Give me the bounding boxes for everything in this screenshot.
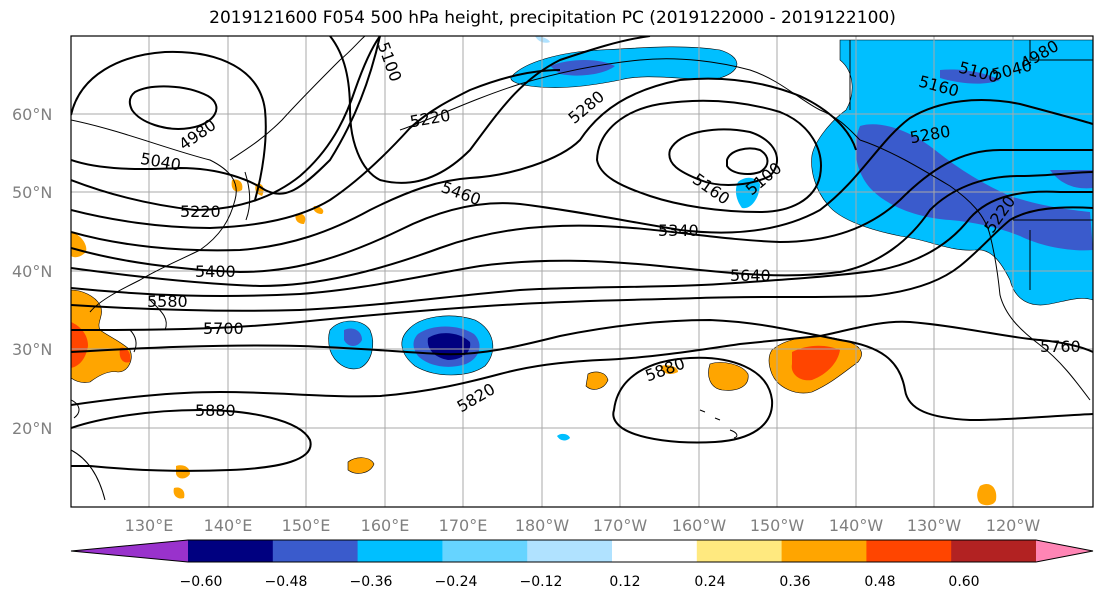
height-contours xyxy=(71,36,1093,472)
colorbar-segment xyxy=(71,540,188,562)
colorbar-tick-label: 0.48 xyxy=(864,574,895,590)
colorbar-tick-label: −0.36 xyxy=(350,574,393,590)
contour-label: 5340 xyxy=(658,221,699,240)
colorbar-tick-label: −0.48 xyxy=(265,574,308,590)
contour-label: 5880 xyxy=(195,401,236,420)
colorbar-tick-label: −0.12 xyxy=(520,574,563,590)
contour-label: 5220 xyxy=(180,202,221,221)
colorbar-segment xyxy=(357,540,443,562)
lon-label: 160°W xyxy=(672,516,727,535)
colorbar-segment xyxy=(1036,540,1093,562)
precip-positive-shading xyxy=(71,179,997,506)
lat-label: 40°N xyxy=(12,262,52,281)
lon-label: 150°W xyxy=(750,516,805,535)
contour-label: 5760 xyxy=(1040,337,1081,356)
colorbar-tick-label: 0.60 xyxy=(948,574,979,590)
colorbar-tick-label: −0.24 xyxy=(435,574,478,590)
lon-label: 180°W xyxy=(515,516,570,535)
contour-label: 5640 xyxy=(730,266,771,285)
colorbar-tick-label: 0.24 xyxy=(694,574,725,590)
coastlines xyxy=(71,36,1093,501)
colorbar-segment xyxy=(951,540,1037,562)
map-title: 2019121600 F054 500 hPa height, precipit… xyxy=(209,8,896,28)
lon-label: 150°E xyxy=(282,516,331,535)
contour-label: 5400 xyxy=(195,262,236,281)
colorbar-segment xyxy=(866,540,952,562)
lon-tick-labels: 130°E 140°E 150°E 160°E 170°E 180°W 170°… xyxy=(125,516,1041,535)
lon-label: 130°E xyxy=(125,516,174,535)
contour-label: 5700 xyxy=(203,319,244,338)
colorbar-segment xyxy=(781,540,867,562)
lon-label: 160°E xyxy=(361,516,410,535)
lat-label: 20°N xyxy=(12,419,52,438)
colorbar-segment xyxy=(612,540,698,562)
colorbar-segment xyxy=(696,540,783,562)
colorbar-tick-label: 0.36 xyxy=(779,574,810,590)
lat-label: 30°N xyxy=(12,340,52,359)
lon-label: 170°W xyxy=(593,516,648,535)
colorbar-outline xyxy=(70,539,1094,563)
lat-tick-labels: 60°N 50°N 40°N 30°N 20°N xyxy=(12,105,52,438)
colorbar-tick-label: 0.12 xyxy=(609,574,640,590)
colorbar-tick-label: −0.60 xyxy=(180,574,223,590)
colorbar xyxy=(70,539,1094,563)
contour-label: 5580 xyxy=(147,292,188,311)
colorbar-segment xyxy=(272,540,359,562)
lat-label: 60°N xyxy=(12,105,52,124)
lon-label: 130°W xyxy=(907,516,962,535)
lon-label: 140°E xyxy=(204,516,253,535)
colorbar-segment xyxy=(188,540,274,562)
lon-label: 170°E xyxy=(439,516,488,535)
colorbar-segment xyxy=(442,540,528,562)
lon-label: 120°W xyxy=(986,516,1041,535)
colorbar-tick-labels: −0.60 −0.48 −0.36 −0.24 −0.12 0.12 0.24 … xyxy=(180,574,980,590)
lon-label: 140°W xyxy=(829,516,884,535)
lat-label: 50°N xyxy=(12,183,52,202)
plot-frame xyxy=(70,35,1094,508)
colorbar-segment xyxy=(527,540,613,562)
